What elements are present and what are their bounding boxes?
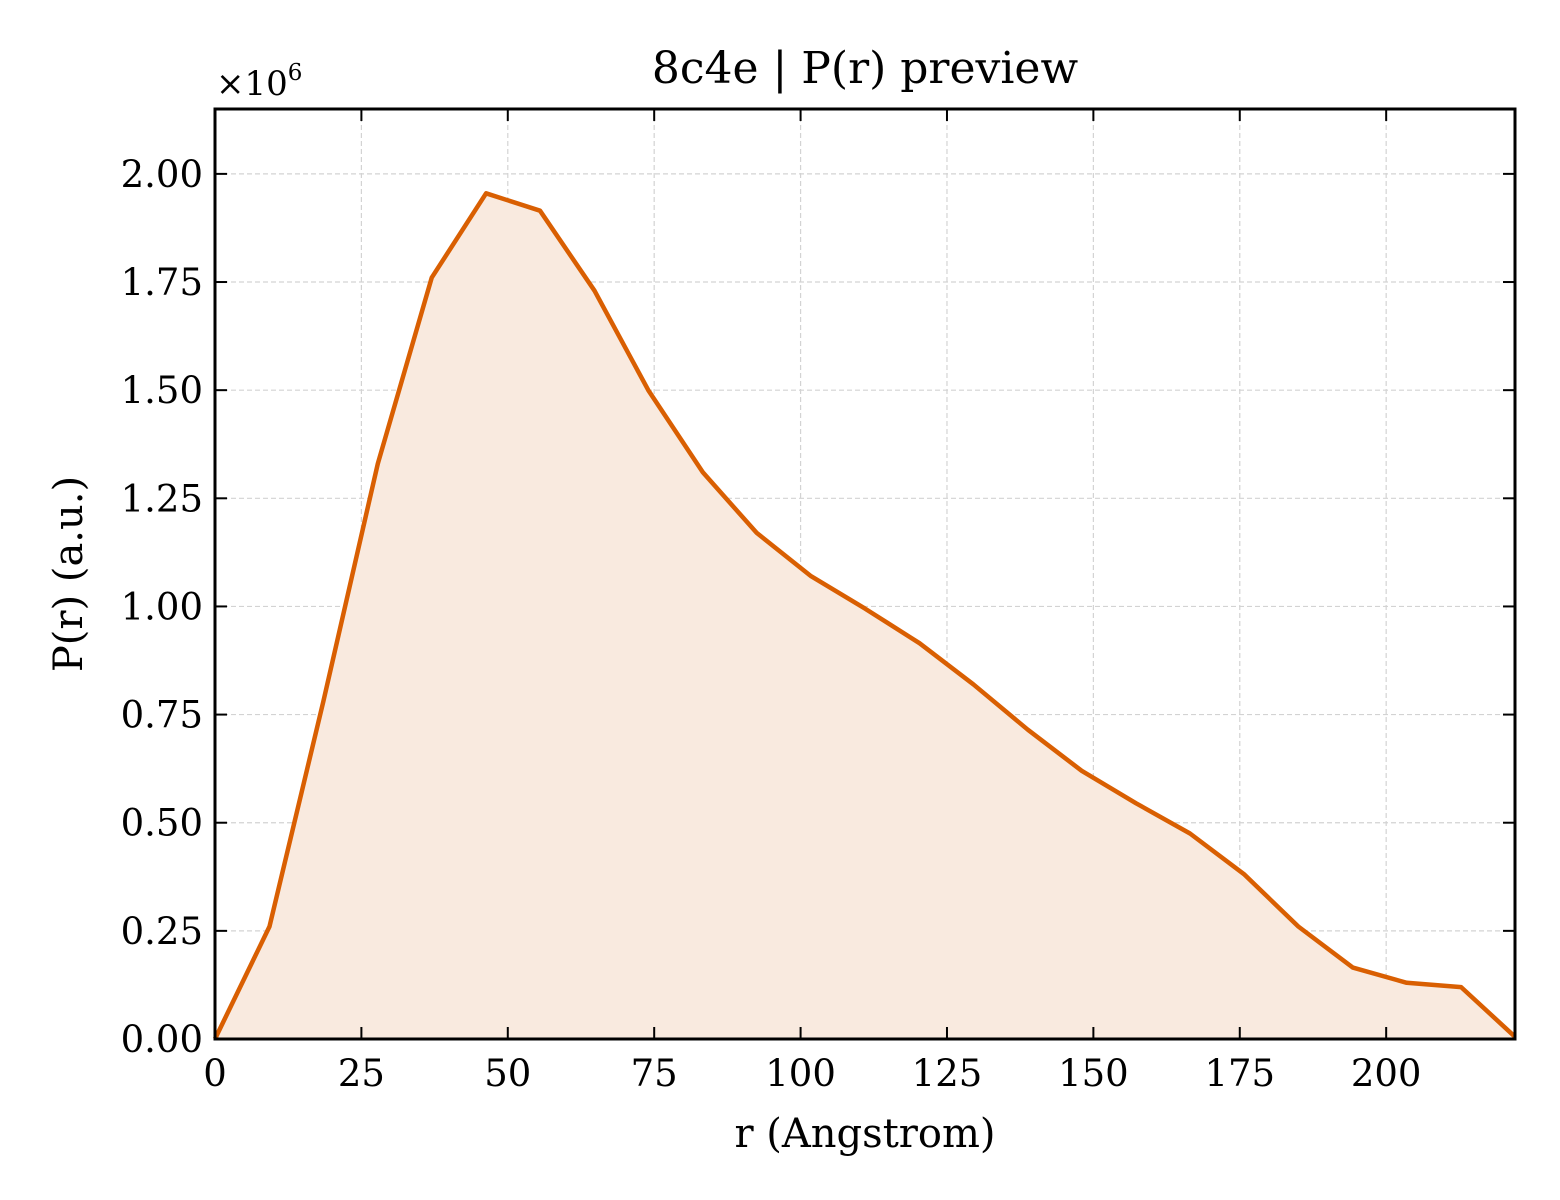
x-tick-label: 100 (765, 1052, 836, 1095)
axis-ticks (214, 109, 1515, 1040)
y-tick-label: 2.00 (121, 153, 203, 196)
y-offset-exponent: 6 (288, 60, 303, 86)
plot-frame (213, 107, 1517, 1041)
chart-title: 8c4e | P(r) preview (652, 43, 1079, 94)
x-tick-label: 75 (631, 1052, 678, 1095)
y-offset-multiplier: ×10 (216, 64, 288, 104)
y-tick-label: 0.25 (121, 910, 203, 953)
x-tick-label: 175 (1204, 1052, 1275, 1095)
series-line (212, 191, 1517, 1040)
y-offset-label: ×106 (216, 60, 302, 104)
y-axis-label: P(r) (a.u.) (46, 476, 92, 672)
y-tick-label: 1.50 (121, 369, 203, 412)
x-tick-label: 150 (1058, 1052, 1129, 1095)
y-tick-label: 1.25 (121, 477, 203, 520)
y-tick-label: 0.75 (121, 694, 203, 737)
x-tick-label: 0 (203, 1052, 227, 1095)
y-tick-label: 1.00 (121, 585, 203, 628)
x-tick-label: 200 (1351, 1052, 1422, 1095)
area-fill (215, 193, 1515, 1040)
y-tick-label: 0.00 (121, 1018, 203, 1061)
x-tick-label: 50 (484, 1052, 531, 1095)
x-tick-label: 125 (912, 1052, 983, 1095)
y-tick-label: 1.75 (121, 261, 203, 304)
y-tick-label: 0.50 (121, 802, 203, 845)
tick-labels: 0 25 50 75 100 125 150 175 200 0.00 0.25 0.50 0.75 1.… (121, 153, 1422, 1095)
x-axis-label: r (Angstrom) (734, 1111, 995, 1157)
x-tick-label: 25 (338, 1052, 385, 1095)
